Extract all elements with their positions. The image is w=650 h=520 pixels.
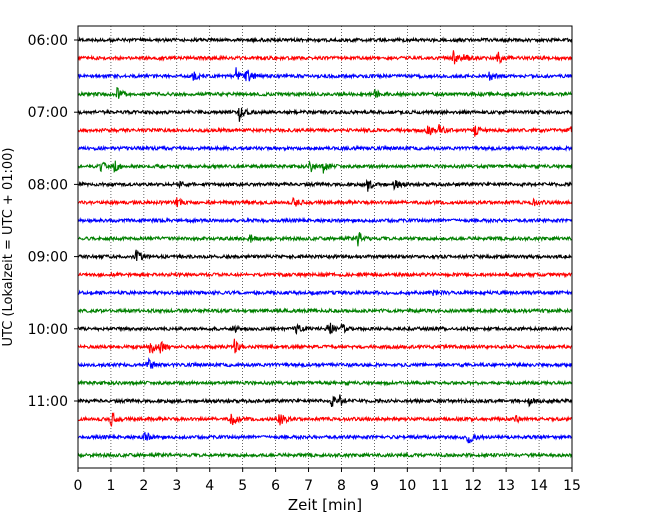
trace-1045 [77, 379, 573, 387]
plot-frame [77, 25, 573, 469]
x-tick-label: 6 [271, 478, 280, 494]
x-tick-label: 0 [74, 478, 83, 494]
trace-1100 [77, 394, 573, 408]
trace-1030 [77, 356, 573, 369]
trace-1015 [77, 338, 573, 354]
x-tick-label: 14 [530, 478, 548, 494]
trace-0715 [77, 124, 573, 137]
x-tick-label: 15 [563, 478, 581, 494]
y-tick-label: 09:00 [28, 250, 68, 266]
trace-1115 [77, 411, 573, 427]
x-tick-label: 4 [205, 478, 214, 494]
trace-0745 [77, 160, 573, 174]
trace-0730 [77, 144, 573, 152]
trace-1130 [77, 431, 573, 444]
trace-0845 [77, 232, 573, 247]
x-axis-label: Zeit [min] [288, 496, 362, 514]
trace-0800 [77, 178, 573, 192]
x-tick-label: 5 [238, 478, 247, 494]
y-tick-label: 06:00 [28, 33, 68, 49]
x-tick-label: 13 [497, 478, 515, 494]
y-tick-label: 07:00 [28, 105, 68, 121]
x-tick-label: 7 [304, 478, 313, 494]
trace-0645 [77, 86, 573, 99]
y-tick-label: 10:00 [28, 322, 68, 338]
trace-0945 [78, 307, 573, 315]
y-tick-label: 11:00 [28, 394, 68, 410]
y-tick-label: 08:00 [28, 177, 68, 193]
x-tick-label: 9 [370, 478, 379, 494]
trace-0900 [77, 249, 573, 261]
trace-0830 [77, 216, 573, 225]
x-tick-label: 3 [172, 478, 181, 494]
trace-1145 [77, 451, 573, 459]
trace-0930 [77, 289, 573, 297]
x-tick-label: 10 [398, 478, 416, 494]
y-axis-ticks: 06:00 07:00 08:00 09:00 10:00 11:00 [28, 33, 78, 410]
x-tick-label: 8 [337, 478, 346, 494]
x-tick-label: 1 [106, 478, 115, 494]
x-tick-label: 12 [464, 478, 482, 494]
x-axis-ticks: 0 1 2 3 4 5 6 7 8 9 10 11 12 13 14 15 [74, 468, 581, 494]
trace-0915 [77, 270, 573, 279]
trace-series [77, 36, 573, 459]
trace-1000 [77, 322, 573, 335]
trace-0815 [77, 196, 573, 208]
trace-0615 [77, 50, 573, 65]
x-tick-label: 11 [431, 478, 449, 494]
trace-0600 [77, 36, 573, 44]
trace-0700 [77, 107, 573, 122]
y-axis-label: UTC (Lokalzeit = UTC + 01:00) [1, 148, 16, 347]
x-tick-label: 2 [139, 478, 148, 494]
trace-0630 [77, 67, 573, 82]
